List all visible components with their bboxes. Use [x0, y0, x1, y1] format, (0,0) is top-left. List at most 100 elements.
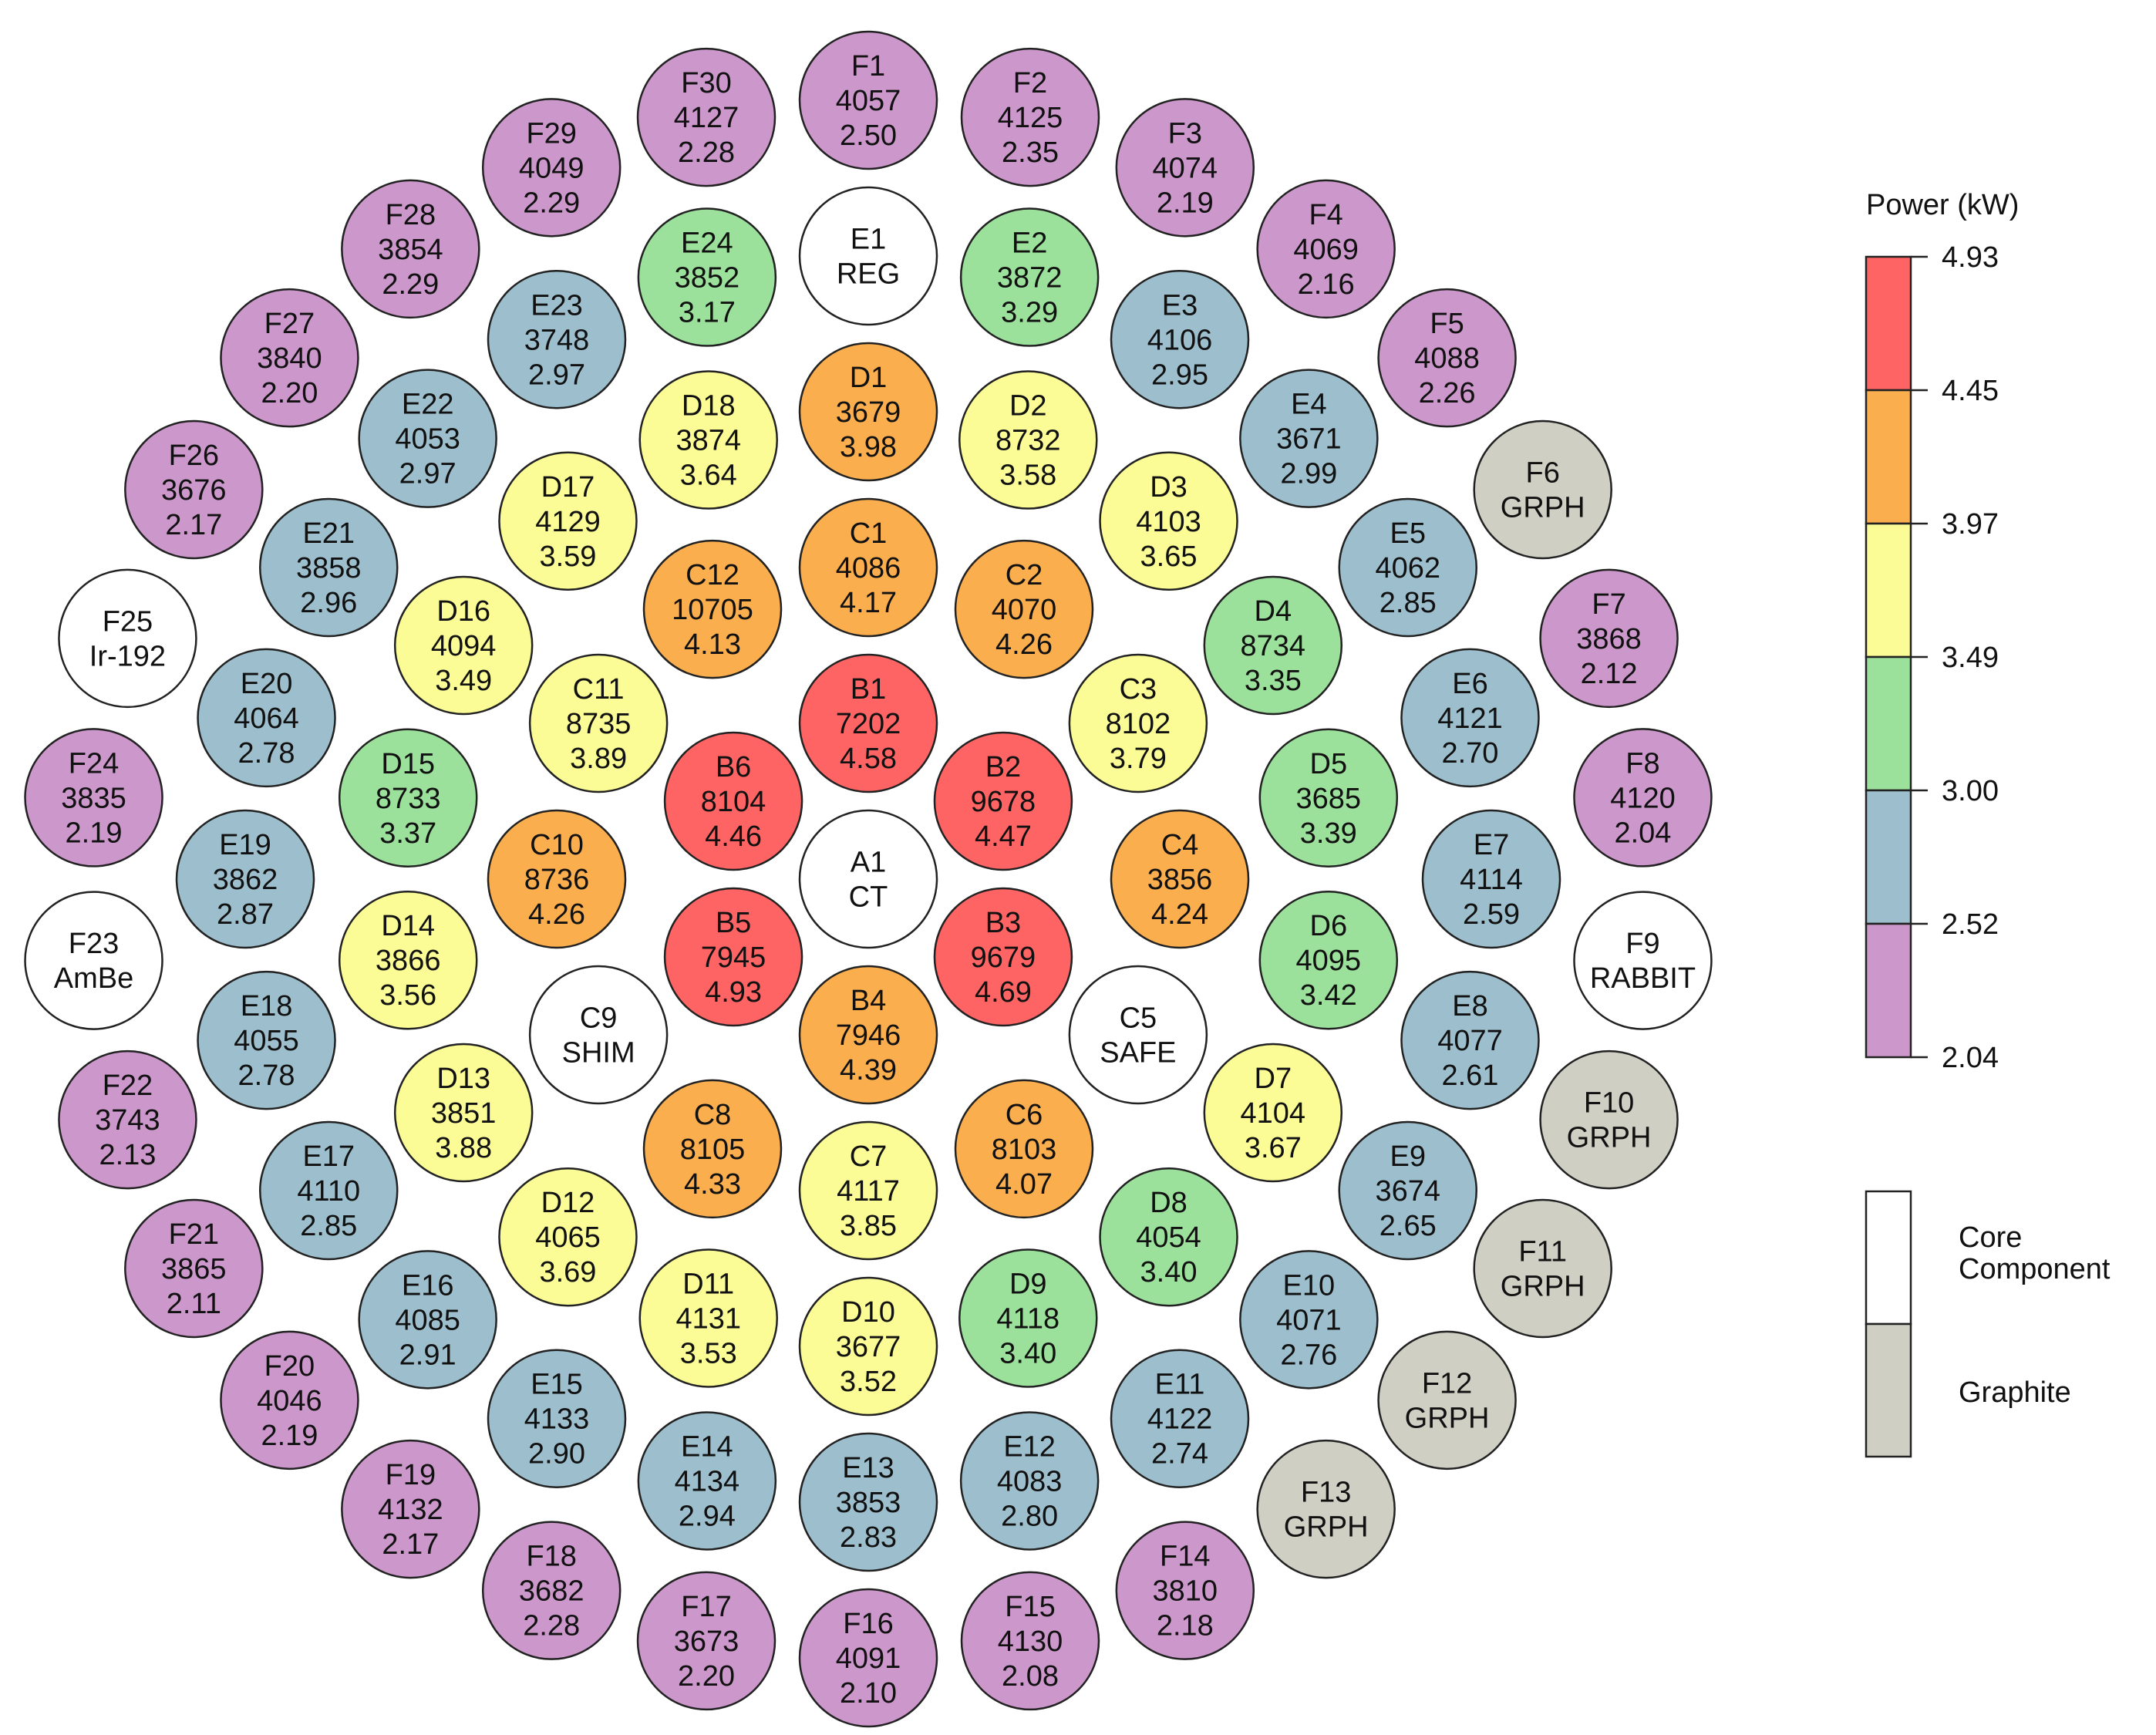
element-value-label: 3810	[1153, 1575, 1218, 1608]
element-circle	[933, 731, 1073, 871]
element-value-label: 4074	[1153, 152, 1218, 184]
element-circle	[338, 890, 478, 1030]
element-id-label: F27	[264, 308, 315, 340]
element-circle	[58, 1049, 197, 1190]
element-value-label: 4088	[1414, 342, 1480, 375]
element-id-label: D5	[1310, 748, 1348, 780]
element-value-label: 3856	[1147, 864, 1213, 896]
element-value-label: GRPH	[1567, 1122, 1652, 1154]
element-power-label: 3.65	[1140, 541, 1198, 573]
element-circle	[1377, 1330, 1517, 1471]
element-value-label: 9678	[971, 786, 1036, 818]
element-circle	[220, 1330, 359, 1471]
colorbar-tick-label: 3.49	[1942, 642, 1999, 674]
element-circle	[1239, 369, 1379, 508]
element-id-label: E9	[1390, 1140, 1426, 1173]
element-value-label: 4085	[395, 1304, 460, 1336]
element-power-label: 2.74	[1151, 1438, 1208, 1471]
element-circle	[1110, 809, 1250, 949]
element-circle	[124, 1198, 264, 1339]
element-circle	[528, 653, 669, 793]
element-value-label: GRPH	[1501, 492, 1585, 524]
element-value-label: 4054	[1136, 1221, 1201, 1254]
element-circle	[1377, 288, 1517, 428]
element-value-label: SHIM	[562, 1037, 635, 1070]
element-id-label: F15	[1005, 1591, 1055, 1623]
colorbar-title: Power (kW)	[1866, 189, 2019, 221]
element-value-label: 3862	[213, 864, 278, 896]
element-circle	[341, 1439, 480, 1579]
element-id-label: E23	[531, 289, 583, 322]
element-id-label: F16	[843, 1608, 893, 1640]
element-power-label: 2.16	[1298, 268, 1355, 301]
element-value-label: 4055	[234, 1025, 299, 1057]
element-power-label: 2.96	[300, 587, 357, 619]
element-circle	[1539, 1049, 1679, 1190]
element-circle	[1400, 648, 1540, 788]
colorbar-band-red	[1865, 255, 1912, 392]
element-id-label: A1	[851, 847, 886, 879]
element-value-label: 4046	[257, 1385, 322, 1417]
element-power-label: 2.78	[238, 737, 295, 770]
element-power-label: 2.08	[1002, 1660, 1059, 1693]
element-value-label: 3679	[836, 396, 901, 429]
element-id-label: D17	[541, 471, 595, 504]
element-id-label: D2	[1009, 390, 1047, 423]
element-id-label: F8	[1625, 747, 1659, 780]
element-value-label: 4129	[535, 506, 601, 538]
element-power-label: 2.13	[99, 1139, 156, 1171]
element-power-label: 2.10	[840, 1677, 897, 1710]
element-id-label: F30	[681, 67, 731, 99]
colorbar-band-yellow	[1865, 522, 1912, 659]
element-circle	[358, 1250, 497, 1390]
element-value-label: 4071	[1276, 1304, 1342, 1336]
element-id-label: E8	[1452, 990, 1487, 1022]
element-value-label: 4120	[1610, 782, 1676, 814]
element-id-label: D3	[1150, 471, 1187, 504]
element-circle	[1573, 728, 1713, 868]
colorbar-band-green	[1865, 655, 1912, 792]
element-value-label: 3671	[1276, 423, 1342, 456]
element-circle	[341, 179, 480, 319]
element-circle	[798, 186, 938, 326]
element-value-label: 4070	[992, 594, 1057, 626]
element-value-label: 4069	[1293, 234, 1359, 266]
element-power-label: 2.94	[679, 1500, 736, 1532]
element-power-label: 2.50	[840, 120, 897, 152]
element-power-label: 2.87	[217, 898, 274, 931]
element-id-label: F28	[386, 199, 436, 231]
element-id-label: E10	[1283, 1269, 1336, 1302]
element-value-label: 4133	[524, 1403, 590, 1436]
element-circle	[1400, 970, 1540, 1110]
element-power-label: 3.52	[840, 1366, 897, 1398]
colorbar-tick-label: 3.00	[1942, 775, 1999, 807]
element-circle	[481, 98, 622, 238]
element-circle	[933, 887, 1073, 1027]
element-circle	[24, 891, 163, 1030]
element-circle	[259, 1120, 399, 1261]
element-power-label: 2.19	[261, 1420, 318, 1452]
